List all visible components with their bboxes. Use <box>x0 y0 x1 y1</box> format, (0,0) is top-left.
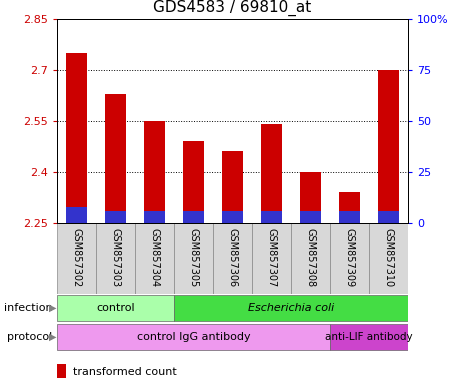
Bar <box>174 295 408 321</box>
Bar <box>378 211 399 223</box>
Title: GDS4583 / 69810_at: GDS4583 / 69810_at <box>153 0 311 17</box>
Bar <box>105 94 126 223</box>
Bar <box>261 211 282 223</box>
Bar <box>96 223 135 294</box>
Bar <box>144 211 165 223</box>
Bar <box>330 223 369 294</box>
Bar <box>105 211 126 223</box>
Bar <box>378 70 399 223</box>
Bar <box>330 324 408 350</box>
Bar <box>300 172 321 223</box>
Bar <box>57 295 174 321</box>
Bar <box>369 223 408 294</box>
Bar <box>222 151 243 223</box>
Bar <box>252 223 291 294</box>
Bar <box>57 364 66 378</box>
Text: infection: infection <box>4 303 53 313</box>
Text: ▶: ▶ <box>49 303 56 313</box>
Bar <box>339 192 360 223</box>
Bar <box>66 207 87 223</box>
Text: Escherichia coli: Escherichia coli <box>248 303 334 313</box>
Bar <box>222 211 243 223</box>
Text: control IgG antibody: control IgG antibody <box>137 332 250 342</box>
Bar <box>57 324 330 350</box>
Text: transformed count: transformed count <box>73 367 176 377</box>
Text: GSM857302: GSM857302 <box>72 228 81 288</box>
Bar <box>213 223 252 294</box>
Bar <box>261 124 282 223</box>
Bar <box>291 223 330 294</box>
Text: GSM857305: GSM857305 <box>189 228 198 288</box>
Bar <box>300 211 321 223</box>
Text: GSM857303: GSM857303 <box>111 228 121 288</box>
Bar <box>135 223 174 294</box>
Bar <box>183 141 204 223</box>
Text: anti-LIF antibody: anti-LIF antibody <box>325 332 413 342</box>
Text: GSM857304: GSM857304 <box>149 228 159 288</box>
Text: ▶: ▶ <box>49 332 56 342</box>
Bar <box>144 121 165 223</box>
Bar <box>66 53 87 223</box>
Bar <box>57 223 96 294</box>
Bar <box>339 211 360 223</box>
Text: GSM857306: GSM857306 <box>228 228 238 288</box>
Bar <box>174 223 213 294</box>
Text: GSM857309: GSM857309 <box>345 228 355 288</box>
Text: GSM857310: GSM857310 <box>383 228 393 288</box>
Text: GSM857308: GSM857308 <box>306 228 315 288</box>
Text: control: control <box>96 303 135 313</box>
Bar <box>183 211 204 223</box>
Text: GSM857307: GSM857307 <box>266 228 276 288</box>
Text: protocol: protocol <box>7 332 53 342</box>
